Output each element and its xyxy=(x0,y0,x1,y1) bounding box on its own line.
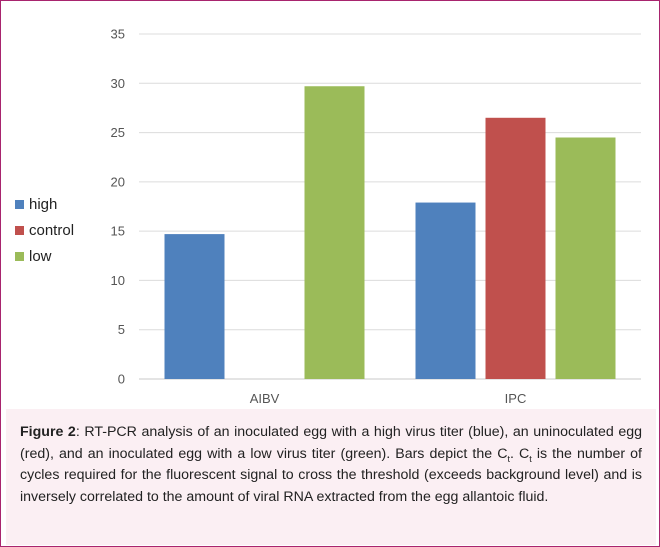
caption-sub-2: t xyxy=(529,453,532,464)
y-axis-ticks: 0 5 10 15 20 25 30 35 xyxy=(111,27,125,387)
y-tick-label: 30 xyxy=(111,76,125,91)
legend-item-low: low xyxy=(15,243,74,269)
bars xyxy=(164,86,616,380)
figure-caption: Figure 2: RT-PCR analysis of an inoculat… xyxy=(20,422,642,508)
legend-label-high: high xyxy=(29,195,58,213)
caption-text-1: : RT-PCR analysis of an inoculated egg w… xyxy=(20,424,642,462)
legend: high control low xyxy=(15,191,74,269)
y-tick-label: 10 xyxy=(111,273,125,288)
x-tick-label: AIBV xyxy=(250,391,280,406)
caption-box: Figure 2: RT-PCR analysis of an inoculat… xyxy=(6,409,656,545)
legend-item-control: control xyxy=(15,217,74,243)
bar-control-ipc xyxy=(485,117,546,380)
bar-low-aibv xyxy=(304,86,365,379)
y-tick-label: 25 xyxy=(111,125,125,140)
y-tick-label: 20 xyxy=(111,174,125,189)
legend-swatch-control xyxy=(15,225,24,235)
y-tick-label: 0 xyxy=(118,372,125,387)
caption-label: Figure 2 xyxy=(20,424,76,440)
bar-chart: 0 5 10 15 20 25 30 35 AIBV IPC xyxy=(111,27,641,406)
legend-swatch-high xyxy=(15,199,24,209)
bar-high-aibv xyxy=(164,234,225,379)
x-tick-label: IPC xyxy=(505,391,527,406)
legend-swatch-low xyxy=(15,251,24,261)
legend-label-low: low xyxy=(29,247,52,265)
bar-low-ipc xyxy=(555,137,616,379)
y-tick-label: 5 xyxy=(118,322,125,337)
caption-sub-1: t xyxy=(507,453,510,464)
bar-high-ipc xyxy=(415,202,476,379)
caption-text-2: . C xyxy=(509,445,530,462)
legend-item-high: high xyxy=(15,191,74,217)
legend-label-control: control xyxy=(29,221,75,239)
caption-text-3: is the number of cycles required for the… xyxy=(20,445,642,505)
y-tick-label: 15 xyxy=(111,224,125,239)
y-tick-label: 35 xyxy=(111,27,125,42)
x-axis-ticks: AIBV IPC xyxy=(250,391,527,406)
